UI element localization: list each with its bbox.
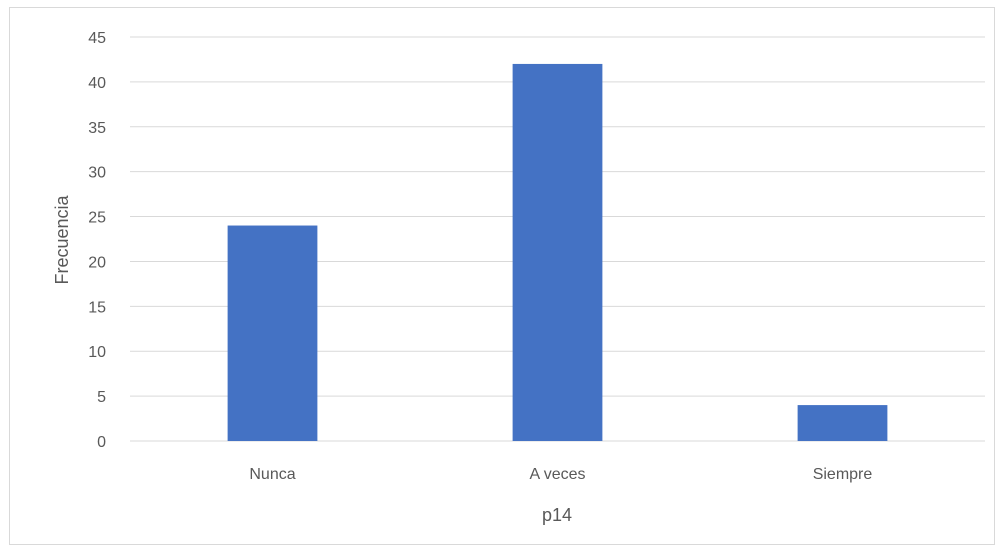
y-tick-label: 40 bbox=[88, 75, 106, 92]
y-tick-label: 15 bbox=[88, 299, 106, 316]
x-axis-title: p14 bbox=[542, 505, 572, 525]
bar-nunca bbox=[227, 225, 318, 441]
y-axis-ticks: 0 5 10 15 20 25 30 35 40 45 bbox=[88, 30, 106, 451]
x-axis-ticks: Nunca A veces Siempre bbox=[249, 466, 872, 483]
y-tick-label: 20 bbox=[88, 254, 106, 271]
x-tick-label: A veces bbox=[529, 466, 585, 483]
bars bbox=[227, 63, 888, 441]
y-tick-label: 25 bbox=[88, 210, 106, 227]
y-tick-label: 0 bbox=[97, 434, 106, 451]
y-tick-label: 10 bbox=[88, 344, 106, 361]
bar-siempre bbox=[797, 405, 888, 441]
bar-a-veces bbox=[512, 63, 603, 441]
y-tick-label: 5 bbox=[97, 389, 106, 406]
y-tick-label: 35 bbox=[88, 120, 106, 137]
y-tick-label: 30 bbox=[88, 165, 106, 182]
x-tick-label: Nunca bbox=[249, 466, 295, 483]
y-tick-label: 45 bbox=[88, 30, 106, 47]
y-axis-title: Frecuencia bbox=[52, 194, 72, 284]
x-tick-label: Siempre bbox=[813, 466, 873, 483]
chart-frame bbox=[9, 7, 995, 545]
